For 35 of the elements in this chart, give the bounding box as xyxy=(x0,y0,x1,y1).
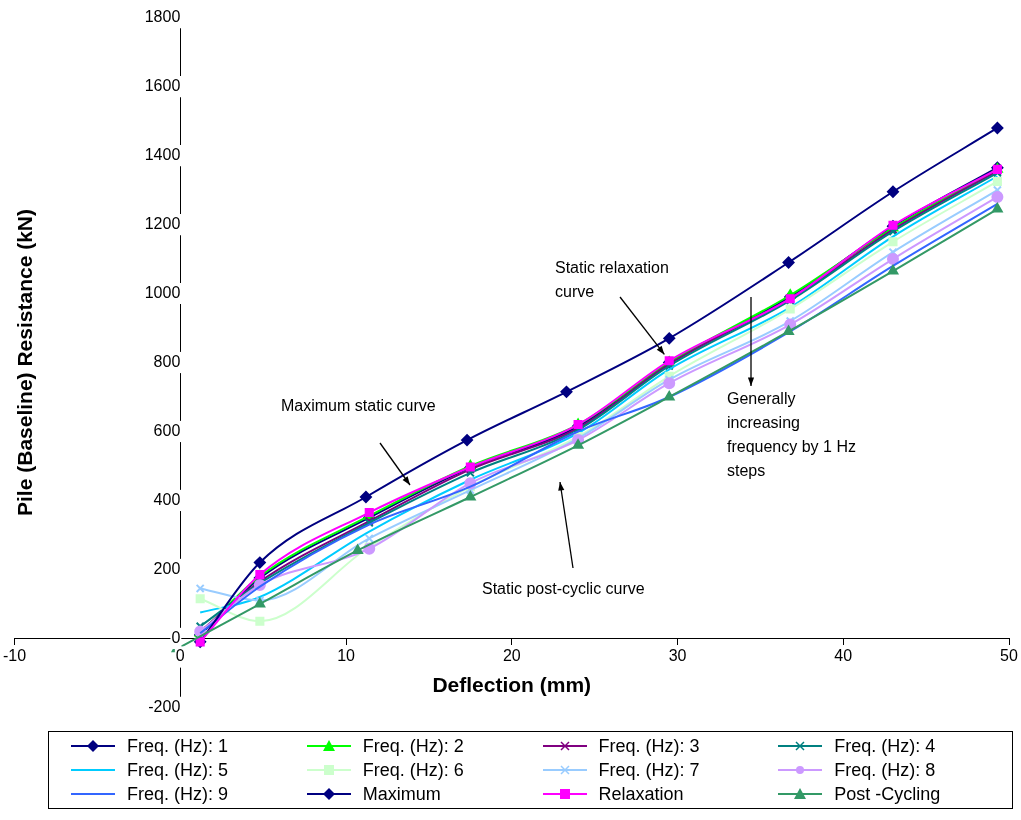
legend-label: Freq. (Hz): 4 xyxy=(834,735,936,757)
annotation: Static post-cyclic curve xyxy=(482,580,645,598)
x-tick-label: -10 xyxy=(3,647,27,665)
annotation: Generally increasing frequency by 1 Hz steps xyxy=(727,390,856,480)
x-tick-label: 50 xyxy=(1000,647,1018,665)
y-axis-title: Pile (Baseline) Resistance (kN) xyxy=(12,209,36,516)
y-tick-label: 600 xyxy=(153,421,181,439)
y-tick-label: 1800 xyxy=(144,8,181,26)
x-tick-label: 10 xyxy=(337,647,356,665)
y-tick-label: 0 xyxy=(171,628,181,646)
y-tick-label: 200 xyxy=(153,559,181,577)
legend-label: Maximum xyxy=(362,783,441,805)
legend-label: Freq. (Hz): 8 xyxy=(834,759,936,781)
y-tick-label: -200 xyxy=(148,697,181,715)
y-tick-label: 800 xyxy=(153,352,181,370)
annotation: Maximum static curve xyxy=(281,397,436,415)
legend-label: Freq. (Hz): 1 xyxy=(127,735,229,757)
legend-label: Freq. (Hz): 6 xyxy=(362,759,464,781)
y-tick-label: 1400 xyxy=(144,145,181,163)
legend-label: Freq. (Hz): 9 xyxy=(127,783,229,805)
y-tick-label: 1200 xyxy=(144,214,181,232)
legend-label: Post -Cycling xyxy=(834,783,941,805)
legend-label: Freq. (Hz): 3 xyxy=(598,735,700,757)
x-tick-label: 40 xyxy=(834,647,853,665)
y-tick-label: 1600 xyxy=(144,76,181,94)
y-tick-label: 400 xyxy=(153,490,181,508)
legend-label: Freq. (Hz): 2 xyxy=(362,735,464,757)
annotation: Static relaxation curve xyxy=(555,259,669,301)
y-tick-label: 1000 xyxy=(144,283,181,301)
x-tick-label: 20 xyxy=(502,647,521,665)
legend-label: Relaxation xyxy=(598,783,684,805)
legend-label: Freq. (Hz): 5 xyxy=(127,759,229,781)
x-axis-title: Deflection (mm) xyxy=(432,673,592,697)
x-tick-label: 30 xyxy=(668,647,687,665)
legend-label: Freq. (Hz): 7 xyxy=(598,759,700,781)
